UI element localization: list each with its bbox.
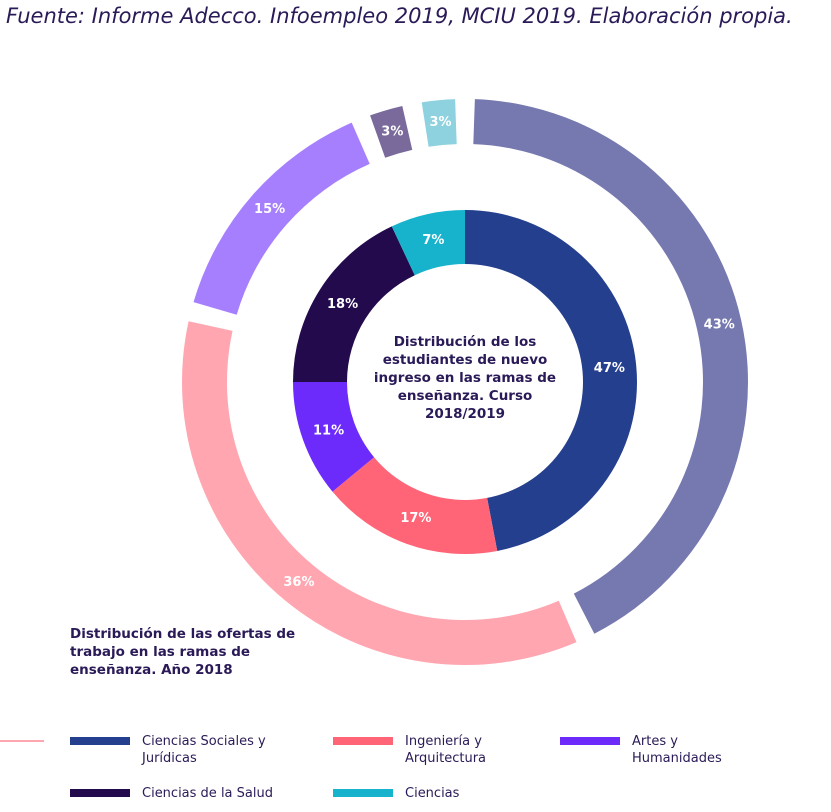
inner-ring-label-ciencias-sociales-y-juridicas: 47%	[594, 361, 625, 376]
inner-ring-slice-ciencias-de-la-salud	[293, 226, 415, 382]
outer-ring-label-ciencias-de-la-salud: 3%	[381, 124, 403, 139]
inner-ring-slice-artes-y-humanidades	[293, 382, 375, 492]
outer-ring-pointer-line	[0, 740, 44, 742]
outer-ring-label-ciencias: 3%	[429, 115, 451, 130]
inner-ring-slice-ciencias-sociales-y-juridicas	[465, 210, 638, 551]
inner-ring-label-ciencias-de-la-salud: 18%	[327, 297, 358, 312]
outer-ring-title: Distribución de las ofertas de trabajo e…	[70, 626, 296, 678]
outer-ring-label-ingenieria-y-arquitectura: 36%	[283, 575, 314, 590]
inner-ring: 47% 17% 11% 18% 7%	[293, 210, 638, 554]
source-note: Fuente: Informe Adecco. Infoempleo 2019,…	[6, 4, 793, 28]
inner-ring-title: Distribución de los estudiantes de nuevo…	[373, 334, 557, 422]
outer-ring-slice-ciencias-de-la-salud	[370, 106, 413, 158]
outer-ring-label-ciencias-sociales-y-juridicas: 43%	[704, 318, 735, 333]
outer-ring-slice-artes-y-humanidades	[193, 122, 370, 315]
legend-label: Artes y Humanidades	[632, 734, 722, 766]
legend-swatch	[70, 789, 130, 797]
inner-ring-slice-ciencias	[391, 210, 465, 276]
inner-ring-label-artes-y-humanidades: 11%	[313, 424, 344, 439]
legend-label: Ciencias Sociales y Jurídicas	[142, 734, 266, 766]
legend-label: Ingeniería y Arquitectura	[405, 734, 487, 766]
legend-swatch	[333, 737, 393, 745]
outer-ring-slice-ciencias	[421, 99, 457, 147]
outer-ring-label-artes-y-humanidades: 15%	[254, 202, 285, 217]
legend-swatch	[70, 737, 130, 745]
inner-ring-slice-ingenieria-y-arquitectura	[332, 457, 498, 554]
outer-ring-slice-ciencias-sociales-y-juridicas	[473, 99, 748, 634]
outer-ring: 43% 36% 15% 3% 3%	[182, 99, 748, 665]
outer-ring-slice-ingenieria-y-arquitectura	[182, 321, 577, 665]
legend-label: Ciencias	[405, 786, 460, 801]
legend-swatch	[560, 737, 620, 745]
legend-label: Ciencias de la Salud	[142, 786, 273, 801]
inner-ring-label-ciencias: 7%	[422, 233, 444, 248]
inner-ring-label-ingenieria-y-arquitectura: 17%	[400, 511, 431, 526]
legend-swatch	[333, 789, 393, 797]
